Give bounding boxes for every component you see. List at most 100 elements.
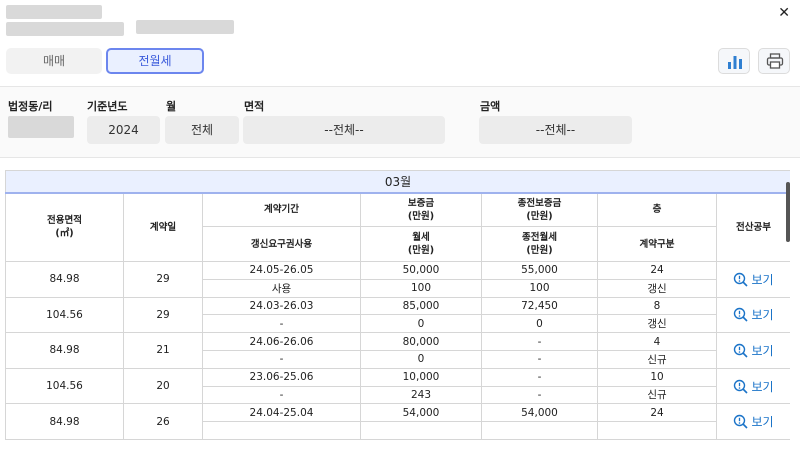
cell-floor: 24: [597, 403, 717, 423]
cell-date: 26: [123, 403, 203, 440]
view-button[interactable]: 보기: [733, 379, 774, 394]
cell-period: 23.06-25.06: [202, 367, 361, 387]
cell-monthly: [360, 421, 482, 440]
table-row-sub: 사용 100 100 갱신: [6, 278, 791, 298]
cell-area: 84.98: [5, 261, 124, 298]
cell-period: 24.06-26.06: [202, 332, 361, 351]
search-info-icon: [734, 308, 749, 322]
table-row: 84.98 26 24.04-25.04 54,000 54,000 24 보기: [5, 403, 790, 440]
view-button[interactable]: 보기: [733, 308, 774, 323]
header-prev-deposit: 종전보증금 (만원): [481, 192, 598, 227]
cell-period: 24.04-25.04: [202, 403, 361, 423]
tab-sale[interactable]: 매매: [6, 48, 102, 74]
cell-prev-monthly: 100: [481, 278, 598, 298]
view-button[interactable]: 보기: [733, 343, 774, 358]
cell-prev-monthly: -: [481, 349, 598, 369]
view-label: 보기: [751, 415, 774, 430]
month-label: 월: [166, 100, 177, 113]
cell-renewal: [202, 421, 361, 440]
transaction-table-wrap[interactable]: 03월 전용면적 (㎡) 계약일 계약기간 보증금 (만원) 종전보증금 (만원…: [5, 170, 790, 451]
cell-date: 29: [123, 296, 203, 334]
table-row: 104.56 20 23.06-25.06 10,000-10 보기: [5, 367, 790, 405]
cell-contract-type: 갱신: [597, 278, 717, 298]
cell-contract-type: 갱신: [597, 314, 717, 334]
cell-renewal: -: [202, 314, 361, 334]
table-row-sub: -0- 신규: [6, 349, 791, 369]
tab-lease[interactable]: 전월세: [106, 48, 204, 74]
chart-button[interactable]: [718, 48, 750, 74]
cell-floor: 10: [597, 367, 717, 387]
region-label: 법정동/리: [8, 100, 53, 113]
header-date: 계약일: [123, 192, 203, 262]
view-label: 보기: [751, 272, 774, 287]
cell-prev-deposit: 72,450: [481, 296, 598, 316]
header-area: 전용면적 (㎡): [5, 192, 124, 262]
header-deposit-text: 보증금 (만원): [407, 197, 435, 222]
cell-floor: 24: [597, 261, 717, 280]
cell-prev-deposit: -: [481, 367, 598, 387]
view-label: 보기: [751, 308, 774, 323]
transaction-table: 03월 전용면적 (㎡) 계약일 계약기간 보증금 (만원) 종전보증금 (만원…: [5, 170, 790, 440]
cell-contract-type: 신규: [597, 385, 717, 405]
cell-record: 보기: [715, 403, 790, 440]
cell-record: 보기: [715, 296, 790, 334]
table-row: 104.56 29 24.03-26.03 85,000 72,450 8 보기: [5, 296, 790, 334]
cell-contract-type: [597, 421, 717, 440]
amount-select[interactable]: --전체--: [479, 116, 632, 144]
table-body: 84.98 29 24.05-26.05 50,000 55,000 24 보기 사용 100 1…: [5, 261, 791, 440]
cell-date: 20: [123, 367, 203, 405]
table-row-sub: -243- 신규: [6, 385, 791, 405]
table-row-sub: [6, 421, 791, 440]
cell-floor: 4: [597, 332, 717, 351]
cell-deposit: 50,000: [360, 261, 482, 280]
cell-prev-deposit: 55,000: [481, 261, 598, 280]
redacted-subtitle: [6, 22, 124, 36]
table-row: 84.98 21 24.06-26.06 80,000-4 보기: [5, 332, 790, 369]
area-label: 면적: [244, 100, 265, 113]
close-icon[interactable]: ✕: [778, 5, 790, 21]
cell-renewal: -: [202, 385, 361, 405]
header-record: 전산공부: [715, 192, 790, 262]
header-prev-deposit-text: 종전보증금 (만원): [517, 197, 562, 222]
header-monthly: 월세 (만원): [360, 226, 482, 262]
cell-deposit: 54,000: [360, 403, 482, 423]
cell-area: 104.56: [5, 367, 124, 405]
cell-record: 보기: [715, 332, 790, 369]
cell-deposit: 85,000: [360, 296, 482, 316]
cell-record: 보기: [715, 367, 790, 405]
cell-monthly: 243: [360, 385, 482, 405]
cell-monthly: 0: [360, 314, 482, 334]
search-info-icon: [734, 414, 749, 429]
view-button[interactable]: 보기: [733, 414, 774, 430]
header-deposit: 보증금 (만원): [360, 192, 482, 227]
month-select[interactable]: 전체: [165, 116, 239, 144]
redacted-region-select[interactable]: [8, 116, 74, 138]
header-period: 계약기간: [202, 192, 361, 227]
cell-prev-monthly: [481, 421, 598, 440]
cell-area: 104.56: [5, 296, 124, 334]
month-header: 03월: [5, 170, 790, 194]
redacted-address: [136, 20, 234, 34]
header-area-text: 전용면적 (㎡): [47, 215, 82, 240]
cell-area: 84.98: [5, 403, 124, 440]
cell-date: 21: [123, 332, 203, 369]
year-select[interactable]: 2024: [87, 116, 160, 144]
redacted-title: [6, 5, 102, 19]
search-info-icon: [734, 379, 749, 394]
cell-monthly: 100: [360, 278, 482, 298]
view-label: 보기: [751, 379, 774, 394]
view-button[interactable]: 보기: [733, 272, 774, 287]
cell-date: 29: [123, 261, 203, 298]
cell-prev-monthly: 0: [481, 314, 598, 334]
cell-prev-monthly: -: [481, 385, 598, 405]
header-prev-monthly-text: 종전월세 (만원): [522, 232, 557, 256]
area-select[interactable]: --전체--: [243, 116, 445, 144]
cell-monthly: 0: [360, 349, 482, 369]
cell-renewal: 사용: [202, 278, 361, 298]
table-scrollbar[interactable]: [786, 182, 790, 242]
header-renewal: 갱신요구권사용: [202, 226, 361, 262]
print-button[interactable]: [758, 48, 790, 74]
cell-period: 24.05-26.05: [202, 261, 361, 280]
header-contract-type: 계약구분: [597, 226, 717, 262]
header-monthly-text: 월세 (만원): [407, 232, 435, 256]
